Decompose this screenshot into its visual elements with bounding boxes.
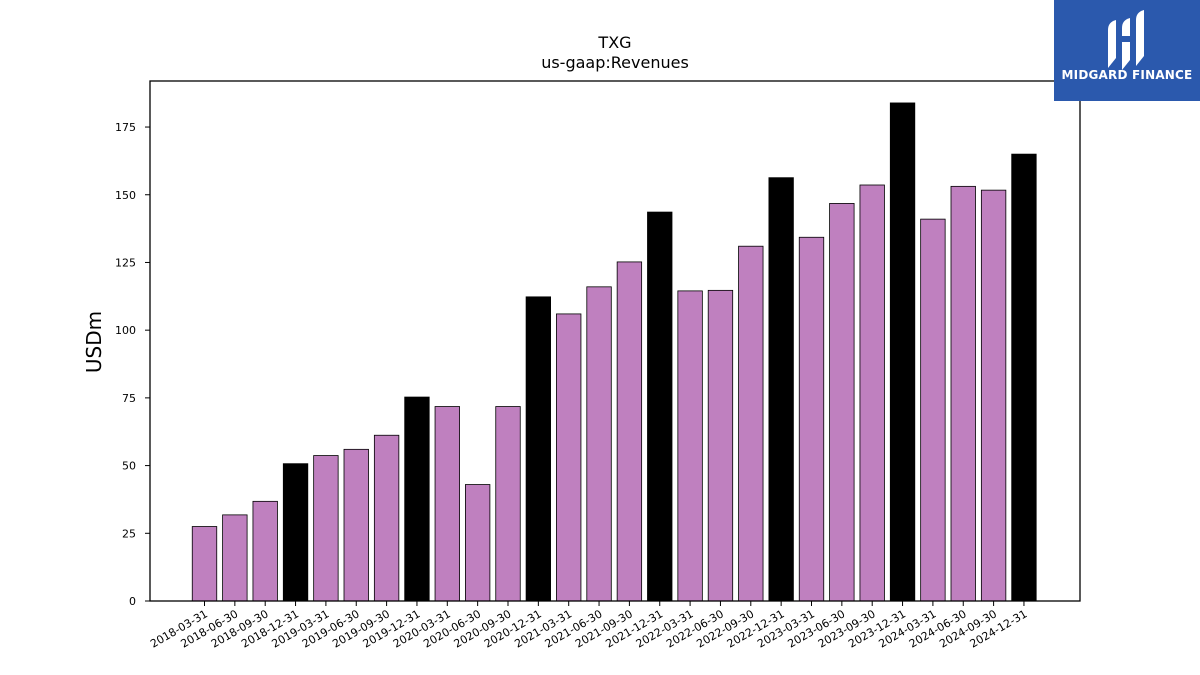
bar-2018-06-30 [222,514,248,602]
bar-2019-06-30 [343,448,369,602]
bar-2023-03-31 [798,236,825,602]
y-tick-label: 125 [115,256,136,269]
y-tick-label: 0 [129,595,136,608]
bar-2021-12-31 [647,211,673,602]
chart-title: TXG [597,33,631,52]
plot-frame [149,80,1081,602]
logo-text: MIDGARD FINANCE [1061,68,1193,82]
bars-group [191,102,1037,602]
bar-2024-06-30 [950,185,976,602]
bar-2024-09-30 [980,189,1007,602]
bar-2018-12-31 [282,463,309,602]
bar-2024-03-31 [920,218,946,602]
bar-2018-09-30 [252,500,278,602]
bar-2022-03-31 [677,290,703,602]
midgard-logo-icon [1108,10,1144,70]
y-tick-label: 150 [115,189,136,202]
y-axis: 0 25 50 75 100 125 150 175 [115,121,150,608]
bar-2023-06-30 [829,203,855,602]
bar-2021-03-31 [556,313,582,602]
bar-2021-06-30 [586,286,612,602]
bar-2019-03-31 [313,455,339,602]
bar-2020-12-31 [525,296,551,602]
bar-2022-06-30 [707,289,734,602]
bar-2020-09-30 [495,406,521,602]
bar-2023-12-31 [889,102,916,602]
bar-2023-09-30 [859,184,885,602]
y-axis-label: USDm [82,311,106,373]
bar-2018-03-31 [191,526,218,602]
y-tick-label: 25 [122,527,136,540]
y-tick-label: 50 [122,460,136,473]
bar-2020-03-31 [434,406,460,602]
bar-2020-06-30 [464,484,491,602]
bar-2022-12-31 [768,177,794,602]
y-tick-label: 75 [122,392,136,405]
bar-2019-09-30 [373,434,400,602]
bar-2019-12-31 [404,396,430,602]
bar-2024-12-31 [1011,153,1037,602]
midgard-finance-logo: MIDGARD FINANCE [1054,0,1200,101]
chart-subtitle: us-gaap:Revenues [541,53,689,72]
x-axis: 2018-03-312018-06-302018-09-302018-12-31… [148,601,1029,651]
y-tick-label: 175 [115,121,136,134]
y-tick-label: 100 [115,324,136,337]
bar-2021-09-30 [616,261,643,602]
bar-2022-09-30 [738,245,764,602]
